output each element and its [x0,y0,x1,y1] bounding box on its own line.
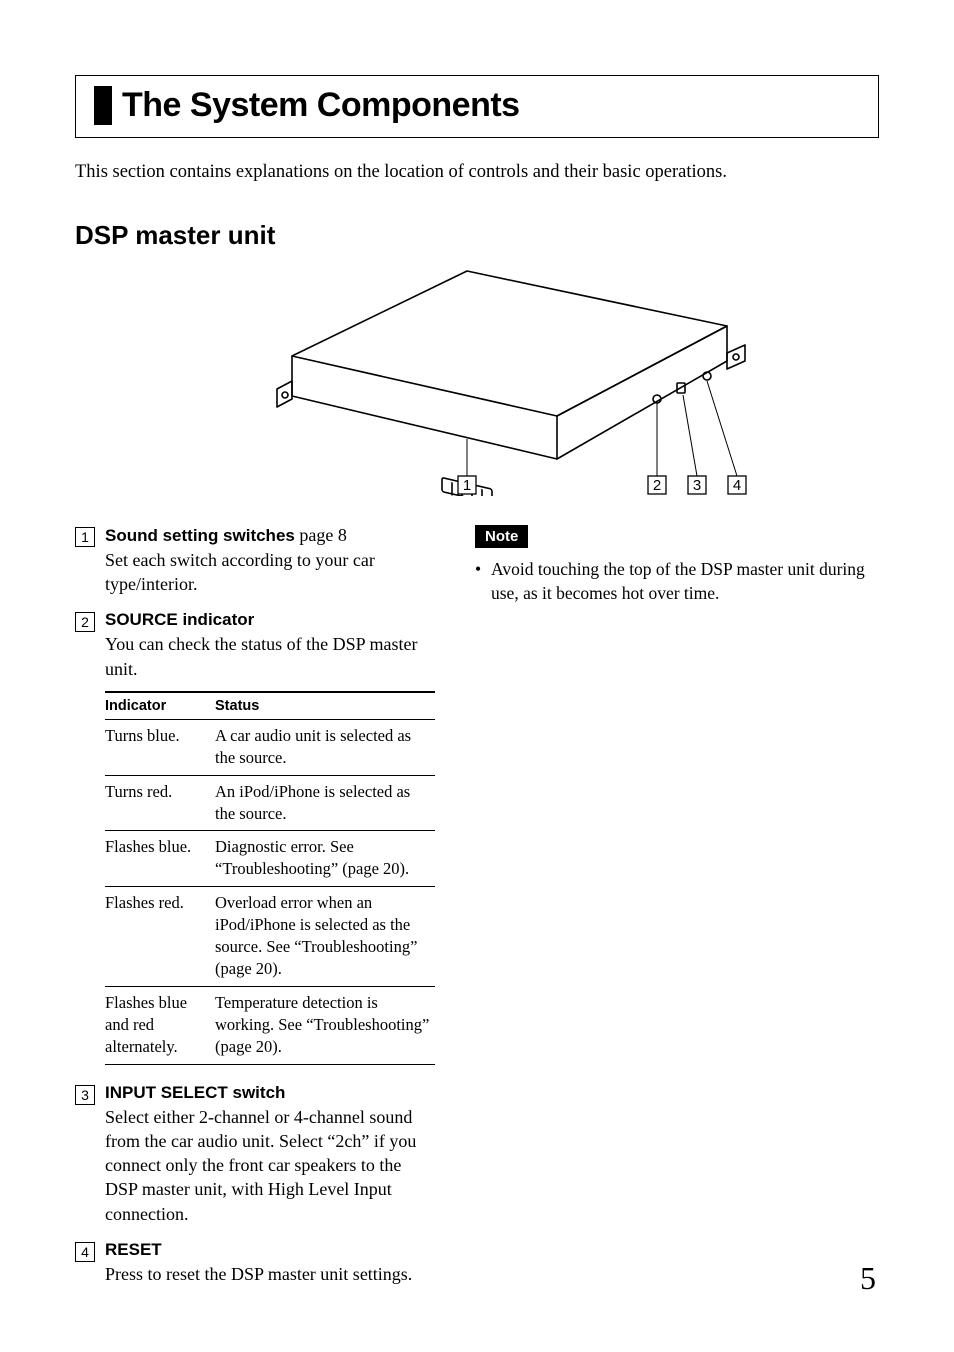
table-row: Turns red. An iPod/iPhone is selected as… [105,775,435,831]
list-item: 4 RESET Press to reset the DSP master un… [75,1240,435,1286]
item-desc: Select either 2-channel or 4-channel sou… [105,1105,435,1226]
page-ref: page 8 [295,525,347,545]
section-title: DSP master unit [75,220,879,251]
note-badge: Note [475,525,528,548]
item-number: 2 [75,612,95,632]
right-column: Note Avoid touching the top of the DSP m… [475,525,879,1300]
item-number: 3 [75,1085,95,1105]
table-header: Status [215,692,435,720]
item-number: 4 [75,1242,95,1262]
item-number: 1 [75,527,95,547]
note-item: Avoid touching the top of the DSP master… [475,558,879,605]
indicator-table: Indicator Status Turns blue. A car audio… [105,691,435,1064]
item-head: RESET [105,1240,162,1259]
callout-4: 4 [733,477,741,494]
title-container: The System Components [75,75,879,138]
list-item: 3 INPUT SELECT switch Select either 2-ch… [75,1083,435,1226]
page-number: 5 [860,1260,876,1297]
item-head: SOURCE indicator [105,610,254,629]
item-desc: Set each switch according to your car ty… [105,548,435,597]
table-row: Turns blue. A car audio unit is selected… [105,720,435,776]
intro-text: This section contains explanations on th… [75,160,879,186]
note-list: Avoid touching the top of the DSP master… [475,558,879,605]
content-columns: 1 Sound setting switches page 8 Set each… [75,525,879,1300]
list-item: 2 SOURCE indicator You can check the sta… [75,610,435,1064]
table-row: Flashes blue. Diagnostic error. See “Tro… [105,831,435,887]
left-column: 1 Sound setting switches page 8 Set each… [75,525,435,1300]
title-bar: The System Components [94,86,860,125]
item-desc: You can check the status of the DSP mast… [105,632,435,681]
table-row: Flashes red. Overload error when an iPod… [105,886,435,986]
item-desc: Press to reset the DSP master unit setti… [105,1262,435,1286]
table-header: Indicator [105,692,215,720]
page-title: The System Components [122,86,860,125]
callout-1: 1 [463,477,471,494]
table-row: Flashes blue and red alternately. Temper… [105,986,435,1064]
item-head: Sound setting switches [105,526,295,545]
callout-2: 2 [653,477,661,494]
item-head: INPUT SELECT switch [105,1083,285,1102]
callout-3: 3 [693,477,701,494]
device-diagram: 1 2 3 4 [75,261,879,501]
list-item: 1 Sound setting switches page 8 Set each… [75,525,435,597]
